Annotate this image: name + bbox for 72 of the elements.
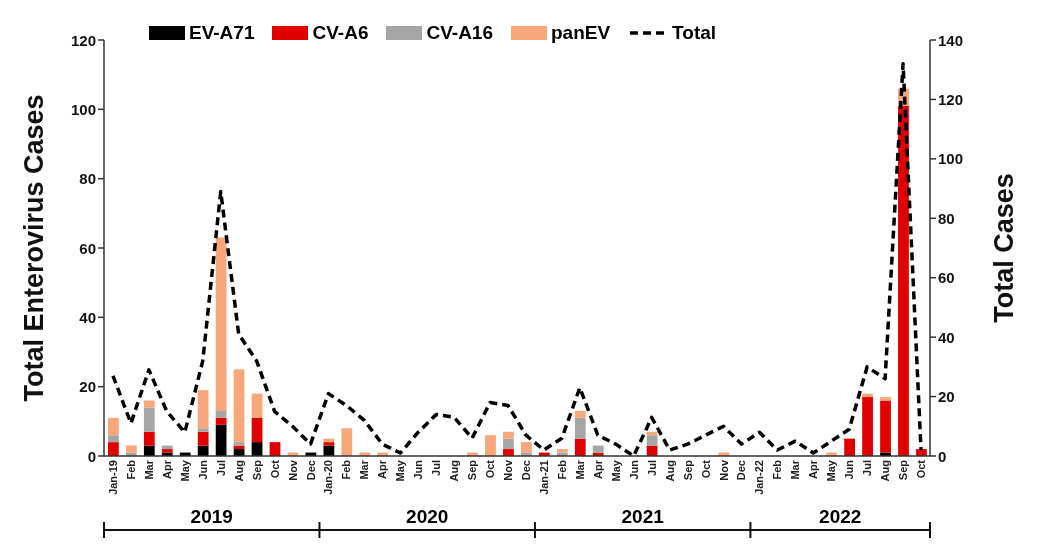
x-tick-label: Mar [573,459,586,480]
y-axis-title: Total Enterovirus Cases [19,94,49,402]
legend-label: panEV [550,22,611,44]
x-tick-label: Jan-21 [537,460,550,495]
y2-tick-label: 140 [938,31,964,49]
x-tick-label: Nov [717,459,730,481]
x-tick-label: Feb [555,459,568,480]
x-tick-label: Nov [502,459,515,481]
x-tick-label: Jun [627,459,640,480]
x-tick-label: Sep [466,459,479,481]
legend-label: CV-A6 [311,22,369,44]
x-tick-label: Aug [663,460,676,482]
text: 2019 [189,506,234,528]
x-tick-label: Jan-20 [322,460,335,495]
x-tick-label: Jul [214,460,227,476]
x-tick-label: Aug [448,460,461,482]
y2-tick-label: 40 [938,328,955,346]
x-tick-label: May [394,459,407,482]
x-tick-label: Apr [376,459,389,479]
x-tick-label: Sep [681,459,694,481]
y-tick-label: 80 [79,170,96,188]
x-tick-label: Jun [412,459,425,480]
x-tick-label: Oct [484,459,497,479]
x-tick-label: Apr [591,459,604,479]
y-tick-label: 0 [87,447,96,465]
y2-tick-label: 60 [938,269,955,287]
x-tick-label: Jun [843,459,856,480]
y-tick-label: 120 [70,31,96,49]
y2-tick-label: 20 [938,388,955,406]
x-tick-label: Dec [304,460,317,481]
legend-label: Total [671,22,717,44]
text: 2022 [818,506,863,528]
text: 2021 [620,506,665,528]
x-tick-label: Jun [196,459,209,480]
x-tick-label: Feb [771,459,784,480]
x-tick-label: Aug [879,460,892,482]
x-tick-label: Mar [789,459,802,480]
x-tick-label: May [825,459,838,482]
y2-tick-label: 100 [938,150,964,168]
y-tick-label: 100 [70,100,96,118]
x-tick-label: Sep [250,459,263,481]
x-tick-label: Feb [340,459,353,480]
x-tick-label: May [609,459,622,482]
x-tick-label: Feb [124,459,137,480]
x-tick-label: Sep [897,459,910,481]
y2-tick-label: 120 [938,90,964,108]
y2-axis-title: Total Cases [989,173,1019,323]
x-tick-label: Dec [519,460,532,481]
y2-tick-label: 80 [938,209,955,227]
y-tick-label: 20 [79,378,96,396]
legend-label: CV-A16 [425,22,493,44]
x-tick-label: Oct [915,459,928,479]
x-tick-label: Dec [735,460,748,481]
x-tick-label: Jul [645,460,658,476]
x-tick-label: Mar [358,459,371,480]
x-tick-label: Apr [807,459,820,479]
x-tick-label: Oct [699,459,712,479]
legend-label: EV-A71 [188,22,255,44]
y-tick-label: 40 [79,308,96,326]
x-tick-label: Oct [268,459,281,479]
x-tick-label: Apr [160,459,173,479]
x-tick-label: Jul [861,460,874,476]
x-tick-label: Nov [286,459,299,481]
x-tick-label: May [178,459,191,482]
x-tick-label: Jan-19 [106,460,119,495]
x-tick-label: Aug [232,460,245,482]
text: 2020 [405,506,450,528]
x-tick-label: Mar [142,459,155,480]
x-tick-label: Jan-22 [753,460,766,495]
y-tick-label: 60 [79,239,96,257]
x-tick-label: Jul [430,460,443,476]
y2-tick-label: 0 [938,447,947,465]
